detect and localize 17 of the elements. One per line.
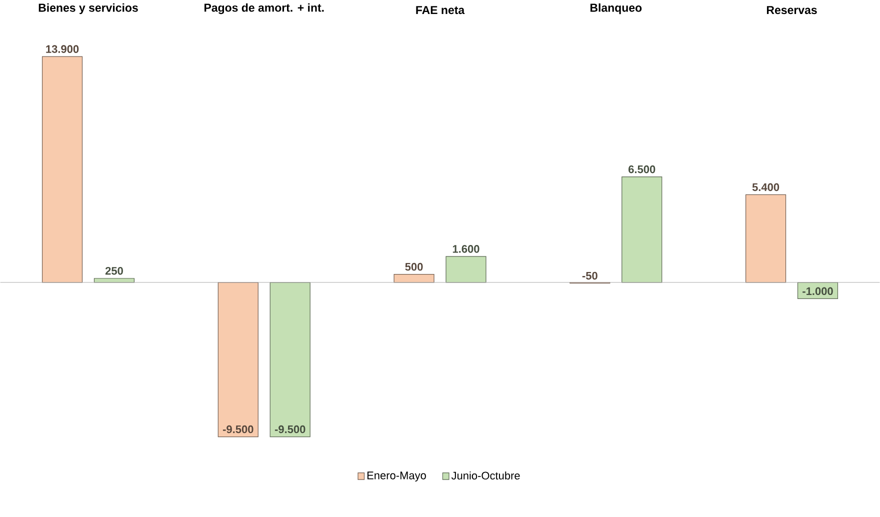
data-label: 250 (105, 266, 123, 275)
data-label: 1.600 (452, 244, 480, 253)
x-tick-label: Pagos de amort. + int. (204, 3, 324, 14)
data-label: 5.400 (752, 183, 780, 191)
x-tick-label: Blanqueo (590, 3, 642, 14)
x-tick-label: FAE neta (416, 6, 465, 14)
data-label: -9.500 (274, 425, 306, 434)
x-tick-label: Reservas (766, 6, 817, 14)
legend-label: Enero-Mayo (367, 472, 426, 482)
data-label: -9.500 (222, 425, 254, 434)
data-label: 500 (405, 262, 423, 271)
legend-label: Junio-Octubre (451, 471, 520, 480)
data-label: -50 (582, 272, 598, 280)
data-label: 13.900 (46, 45, 79, 53)
x-tick-label: Bienes y servicios (38, 3, 138, 14)
data-label: 6.500 (628, 165, 656, 174)
data-label: -1.000 (802, 287, 833, 295)
